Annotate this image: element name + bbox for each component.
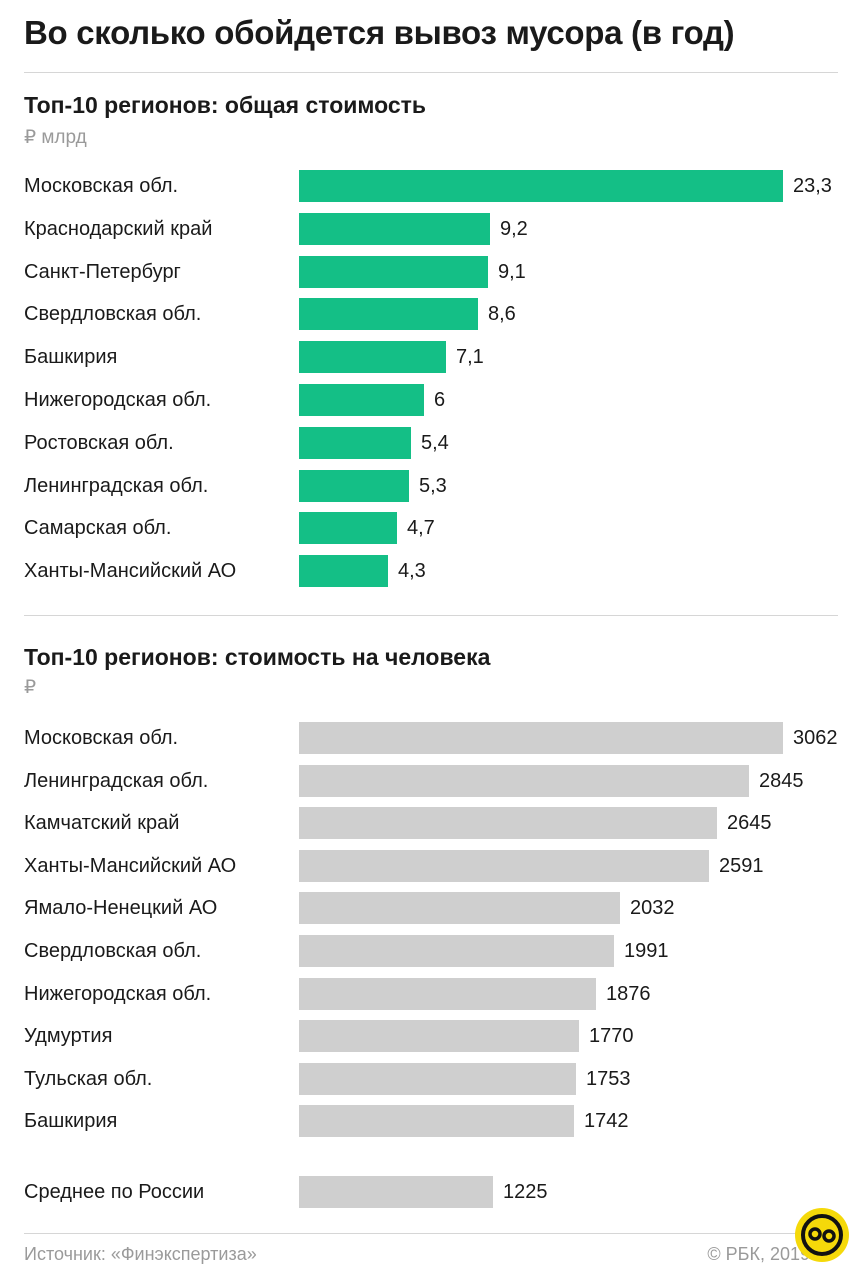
bar-value-label: 2645 [727,812,772,835]
bar-category-label: Свердловская обл. [24,303,202,326]
bar-value-label: 1753 [586,1067,631,1090]
bar-category-label: Ленинградская обл. [24,474,209,497]
bar-row: Ямало-Ненецкий АО 2032 [0,892,862,925]
bar-row: Среднее по России 1225 [0,1176,862,1208]
bar-value-label: 4,3 [398,560,426,583]
bar [299,512,397,545]
bar-category-label: Камчатский край [24,812,180,835]
bar-row: Московская обл. 3062 [0,722,862,754]
bar-category-label: Тульская обл. [24,1067,153,1090]
bar-value-label: 2591 [719,854,764,877]
bar-value-label: 1742 [584,1110,629,1133]
bar-row: Ханты-Мансийский АО 4,3 [0,555,862,588]
bar-value-label: 6 [434,389,446,411]
bar-value-label: 5,3 [419,474,447,497]
bar [299,1062,576,1095]
bar-category-label: Краснодарский край [24,217,213,240]
bar-value-label: 4,7 [407,517,435,540]
bar-row: Башкирия 1742 [0,1105,862,1138]
bar [299,807,717,840]
bar-category-label: Нижегородская обл. [24,982,212,1005]
bar-category-label: Нижегородская обл. [24,389,212,411]
bar-category-label: Самарская обл. [24,517,172,540]
bar [299,255,488,288]
bar [299,722,783,754]
source-note: Источник: «Финэкспертиза» [24,1244,257,1264]
chart-per-person-title: Топ-10 регионов: стоимость на человека [24,644,491,670]
bar-category-label: Санкт-Петербург [24,260,181,283]
bar-category-label: Свердловская обл. [24,940,202,962]
bar [299,1176,493,1208]
bar-row: Нижегородская обл. 6 [0,384,862,416]
chart-total-unit: ₽ млрд [24,127,87,148]
bar [299,426,411,459]
bar-value-label: 9,1 [498,260,526,283]
bar-category-label: Башкирия [24,346,118,369]
bar-row: Свердловская обл. 8,6 [0,298,862,331]
page-title: Во сколько обойдется вывоз мусора (в год… [24,14,735,51]
section-divider [24,615,838,616]
bar-row: Тульская обл. 1753 [0,1062,862,1095]
bar [299,384,424,416]
bar-category-label: Ямало-Ненецкий АО [24,897,218,920]
bar [299,341,446,374]
chart-per-person-unit: ₽ [24,677,37,698]
bar-category-label: Ростовская обл. [24,431,174,454]
chart-total-title: Топ-10 регионов: общая стоимость [24,92,427,118]
bar-value-label: 23,3 [793,175,832,197]
bar-category-label: Московская обл. [24,727,179,749]
bar-value-label: 1991 [624,940,669,962]
bar [299,935,614,967]
bar-category-label: Удмуртия [24,1025,113,1048]
title-divider [24,72,838,73]
bar-row: Башкирия 7,1 [0,341,862,374]
bar [299,849,709,882]
bar-value-label: 3062 [793,727,838,749]
bar-category-label: Московская обл. [24,175,179,197]
bar-row: Свердловская обл. 1991 [0,935,862,967]
footer-divider [24,1233,838,1234]
bar-value-label: 1770 [589,1025,634,1048]
bar [299,469,409,502]
bar-category-label: Башкирия [24,1110,118,1133]
bar-value-label: 1876 [606,982,651,1005]
bar-row: Ленинградская обл. 5,3 [0,469,862,502]
bar-value-label: 9,2 [500,217,528,240]
bar-value-label: 2032 [630,897,675,920]
bar-value-label: 8,6 [488,303,516,326]
bar-value-label: 2845 [759,769,804,792]
bar-category-label: Ленинградская обл. [24,769,209,792]
bar-value-label: 7,1 [456,346,484,369]
copyright-note: © РБК, 2019 [707,1244,810,1264]
bar-category-label: Среднее по России [24,1181,205,1203]
bar-row: Ленинградская обл. 2845 [0,764,862,797]
bar [299,555,388,588]
bar-row: Нижегородская обл. 1876 [0,977,862,1010]
bar-row: Московская обл. 23,3 [0,170,862,202]
bar-category-label: Ханты-Мансийский АО [24,854,237,877]
bar-row: Самарская обл. 4,7 [0,512,862,545]
bar-value-label: 1225 [503,1181,548,1203]
bar [299,892,620,925]
bar [299,764,749,797]
bar [299,977,596,1010]
bar [299,1105,574,1138]
bar-row: Ростовская обл. 5,4 [0,426,862,459]
bar [299,212,490,245]
bar-row: Ханты-Мансийский АО 2591 [0,849,862,882]
bar-row: Краснодарский край 9,2 [0,212,862,245]
bar-row: Удмуртия 1770 [0,1020,862,1053]
bar-row: Камчатский край 2645 [0,807,862,840]
logo-badge-icon [795,1208,849,1262]
bar-row: Санкт-Петербург 9,1 [0,255,862,288]
bar [299,170,783,202]
bar-category-label: Ханты-Мансийский АО [24,560,237,583]
bar [299,1020,579,1053]
bar [299,298,478,331]
bar-value-label: 5,4 [421,431,449,454]
